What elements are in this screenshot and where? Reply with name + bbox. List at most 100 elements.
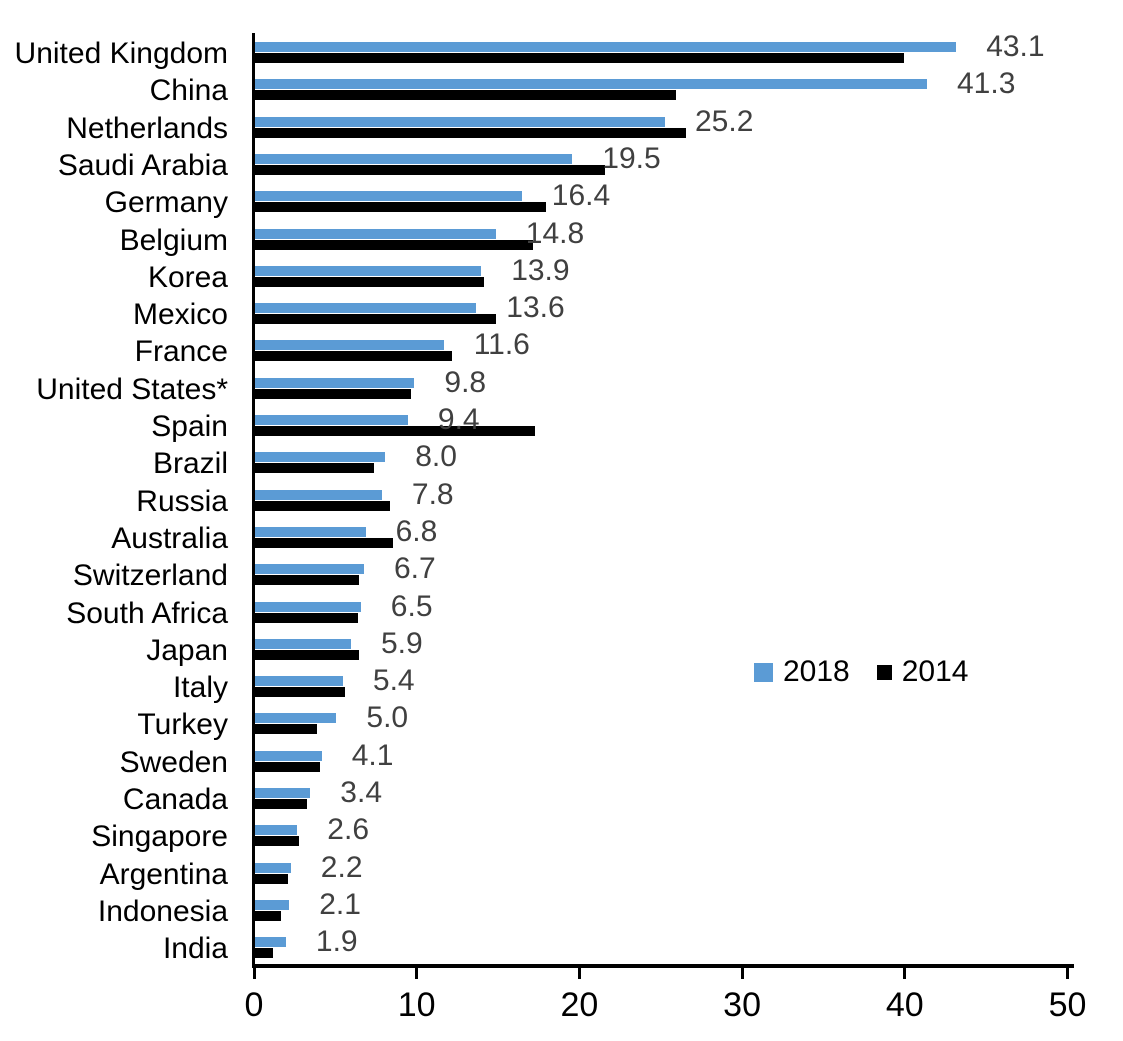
value-label: 9.4 — [437, 403, 480, 436]
bar-2018 — [255, 788, 311, 798]
category-label: Saudi Arabia — [57, 148, 228, 182]
value-label: 8.0 — [415, 440, 457, 474]
bar-2018 — [255, 489, 382, 500]
value-label: 2.6 — [327, 813, 370, 847]
bar-2018 — [255, 228, 496, 239]
bar-2014 — [255, 351, 452, 362]
value-label: 6.8 — [395, 514, 438, 548]
category-label: Belgium — [119, 223, 228, 257]
y-axis-line — [252, 33, 255, 966]
bar-2018 — [255, 750, 322, 761]
bar-2018 — [255, 116, 665, 127]
category-label: China — [149, 74, 228, 108]
chart-row: Switzerland 6.7 — [0, 552, 1123, 594]
category-label: Turkey — [137, 708, 228, 742]
category-label: Singapore — [91, 820, 228, 854]
value-label: 14.8 — [525, 216, 585, 250]
x-tick-label: 20 — [560, 986, 599, 1024]
value-label: 6.5 — [390, 589, 433, 623]
bar-2018 — [255, 191, 522, 202]
category-label: Spain — [151, 410, 228, 443]
bar-2014 — [255, 612, 358, 623]
x-tick-mark — [1066, 968, 1069, 979]
chart-row: Japan 5.9 — [0, 627, 1123, 669]
bar-2014 — [255, 276, 485, 287]
chart-row: Netherlands 25.2 — [0, 105, 1123, 147]
category-label: United Kingdom — [14, 37, 228, 70]
bar-2014 — [255, 463, 374, 474]
x-tick-mark — [740, 968, 744, 979]
bar-2014 — [255, 724, 317, 735]
bar-2018 — [255, 713, 337, 724]
chart-row: Singapore 2.6 — [0, 813, 1123, 855]
bar-2014 — [255, 948, 273, 959]
bar-2018 — [255, 303, 477, 314]
x-tick-label: 30 — [723, 986, 761, 1024]
bar-2018 — [255, 526, 366, 537]
bar-2014 — [255, 164, 605, 175]
chart-row: United States* 9.8 — [0, 366, 1123, 408]
category-label: India — [162, 932, 228, 966]
value-label: 2.2 — [320, 850, 363, 884]
legend: 2018 2014 — [754, 655, 969, 689]
bar-2014 — [255, 127, 687, 138]
legend-swatch-2018 — [754, 662, 773, 682]
bar-2014 — [255, 649, 360, 660]
bar-2018 — [255, 638, 351, 649]
bar-2018 — [255, 42, 957, 52]
chart-row: Italy 5.4 — [0, 664, 1123, 706]
value-label: 3.4 — [340, 776, 383, 809]
bar-2018 — [255, 415, 408, 425]
bar-2018 — [255, 153, 573, 164]
chart-row: Spain 9.4 — [0, 403, 1123, 445]
legend-swatch-2014 — [876, 664, 892, 680]
bar-2014 — [255, 314, 496, 325]
chart-row: China 41.3 — [0, 67, 1123, 109]
bar-2018 — [255, 377, 415, 388]
value-label: 16.4 — [551, 179, 611, 213]
bar-2018 — [255, 452, 386, 463]
chart-row: Indonesia 2.1 — [0, 888, 1123, 930]
bar-2014 — [255, 90, 677, 101]
category-label: Indonesia — [97, 894, 228, 928]
chart-row: United Kingdom 43.1 — [0, 30, 1123, 72]
bar-2018 — [255, 601, 361, 612]
x-tick-label: 40 — [885, 986, 924, 1024]
bar-2014 — [255, 761, 321, 772]
value-label: 6.7 — [394, 552, 436, 586]
x-tick-mark — [577, 968, 581, 979]
category-label: United States* — [36, 372, 228, 406]
value-label: 5.4 — [372, 664, 415, 698]
category-label: Sweden — [119, 745, 228, 779]
category-label: Korea — [147, 260, 228, 294]
chart-row: Sweden 4.1 — [0, 739, 1123, 781]
bar-2018 — [255, 564, 364, 575]
bar-2014 — [255, 388, 412, 399]
value-label: 25.2 — [695, 104, 754, 138]
chart-row: Korea 13.9 — [0, 254, 1123, 296]
bar-2018 — [255, 937, 286, 948]
value-label: 11.6 — [473, 328, 530, 362]
chart-row: Belgium 14.8 — [0, 217, 1123, 259]
x-tick-label: 50 — [1048, 986, 1087, 1024]
x-tick-mark — [415, 968, 419, 979]
value-label: 7.8 — [411, 477, 454, 511]
value-label: 19.5 — [602, 141, 661, 175]
bar-2018 — [255, 79, 927, 90]
chart-row: Saudi Arabia 19.5 — [0, 142, 1123, 184]
category-label: South Africa — [66, 596, 228, 630]
chart-row: France 11.6 — [0, 328, 1123, 370]
value-label: 5.9 — [381, 626, 423, 660]
value-label: 13.9 — [511, 253, 570, 287]
chart-row: Mexico 13.6 — [0, 291, 1123, 333]
value-label: 5.0 — [366, 701, 409, 735]
value-label: 1.9 — [315, 925, 358, 959]
value-label: 4.1 — [351, 738, 394, 772]
chart-row: South Africa 6.5 — [0, 590, 1123, 632]
value-label: 9.8 — [444, 365, 487, 399]
bar-2014 — [255, 53, 905, 63]
bar-2014 — [255, 426, 535, 436]
category-label: Japan — [146, 633, 228, 667]
bar-2014 — [255, 575, 360, 586]
